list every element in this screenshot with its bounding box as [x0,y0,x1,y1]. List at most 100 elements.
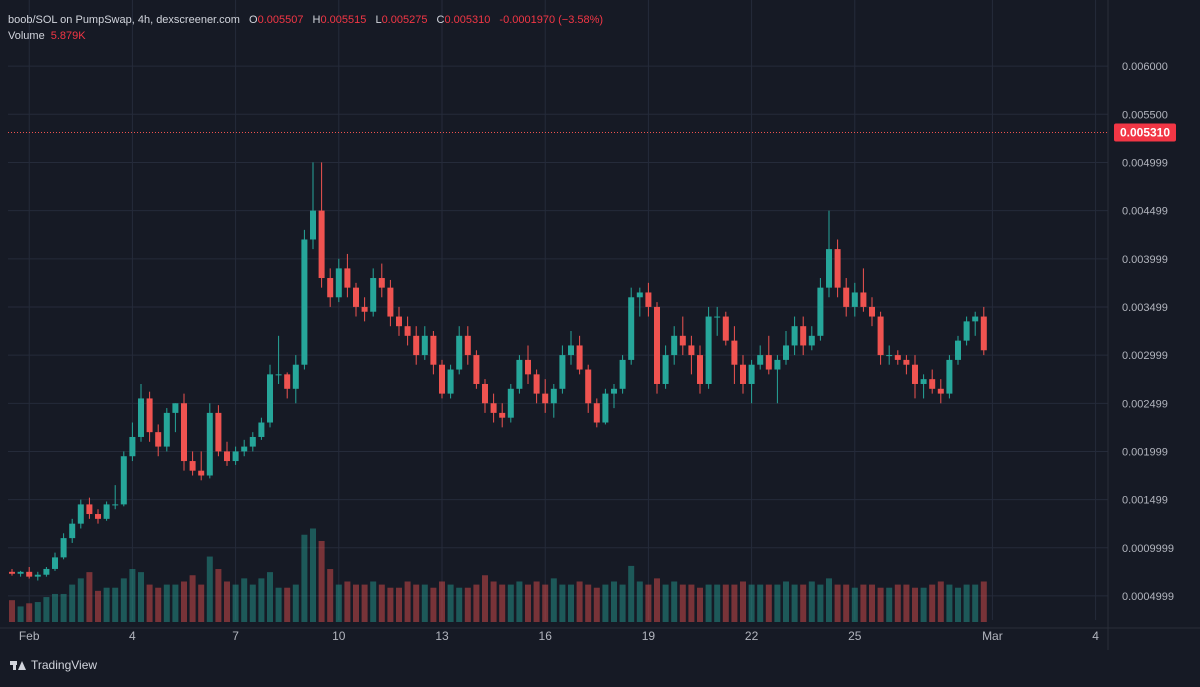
volume-bar [327,569,334,622]
candle-body [267,374,273,423]
y-tick-label: 0.003999 [1122,254,1168,266]
candle-body [525,359,531,375]
last-price-badge [1114,123,1176,142]
ohlc-row: boob/SOL on PumpSwap, 4h, dexscreener.co… [8,12,603,28]
y-tick-label: 0.003499 [1122,302,1168,314]
volume-bar [447,584,454,622]
volume-bar [645,584,652,622]
candle-body [851,292,858,307]
volume-bar [912,587,918,622]
candle-body [611,388,617,394]
candle-body [206,412,213,476]
volume-bar [52,593,58,622]
volume-bar [413,584,420,622]
candle-body [361,306,368,312]
volume-bar [671,581,678,622]
candle-body [800,326,807,346]
candle-body [155,432,162,447]
candle-body [955,340,961,360]
volume-bar [602,584,609,622]
y-tick-label: 0.005500 [1122,109,1168,121]
candle-body [705,316,712,384]
volume-bar [894,584,901,622]
y-tick-label: 0.004999 [1122,158,1168,170]
candle-body [568,345,574,356]
candle-body [533,374,540,394]
volume-bar [284,587,291,622]
candle-body [447,369,454,394]
candle-body [413,335,420,356]
x-tick-label: 10 [332,629,346,643]
candle-body [387,287,394,317]
volume-bar [353,584,359,622]
candle-body [404,326,411,336]
candle-body [903,359,910,365]
volume-bar [826,578,832,622]
volume-bar [456,587,463,622]
volume-bar [198,584,205,622]
volume-bar [215,569,222,622]
volume-bar [361,584,368,622]
candle-body [808,335,815,346]
volume-bar [576,581,583,622]
volume-bar [241,578,248,622]
volume-bar [808,581,815,622]
candle-body [946,359,953,394]
candle-body [645,292,652,307]
volume-row: Volume 5.879K [8,28,603,44]
candle-body [602,393,609,423]
volume-bar [903,584,910,622]
candle-body [869,306,875,317]
volume-bar [43,597,50,622]
volume-bar [275,587,282,622]
x-tick-label: 16 [539,629,553,643]
volume-bar [335,584,342,622]
volume-bar [559,584,566,622]
volume-bar [292,584,299,622]
volume-bar [705,584,712,622]
candle-body [241,446,248,452]
high-value: 0.005515 [320,14,367,26]
candle-body [783,345,789,360]
volume-bar [972,584,979,622]
volume-bar [774,584,781,622]
candle-body [697,355,703,384]
candle-body [103,504,110,519]
candle-body [894,355,901,360]
volume-bar [482,575,488,622]
volume-label: Volume [8,30,45,42]
candle-body [181,403,187,462]
candle-body [671,335,678,356]
volume-bar [722,584,729,622]
volume-bar [765,584,772,622]
volume-bar [679,584,686,622]
candle-body [482,383,488,404]
y-tick-label: 0.002999 [1122,350,1168,362]
volume-bar [17,606,24,622]
candle-body [860,292,867,307]
x-tick-label: Feb [19,629,40,643]
change-value: -0.0001970 (−3.58%) [499,14,604,26]
candle-body [224,451,230,462]
volume-bar [929,584,936,622]
volume-bar [662,584,669,622]
candle-body [886,355,893,357]
candle-body [86,504,93,515]
candle-body [731,340,738,365]
volume-bar [834,584,841,622]
candle-body [172,403,179,413]
candle-body [679,335,686,346]
tradingview-brand[interactable]: TradingView [10,658,97,672]
candle-body [654,306,660,384]
candle-body [52,557,58,569]
candle-body [757,355,764,365]
x-tick-label: 19 [642,629,656,643]
candle-body [378,278,385,288]
volume-bar [980,581,987,622]
volume-bar [172,584,179,622]
volume-bar [163,584,170,622]
candle-body [284,374,291,389]
candle-body [335,268,342,298]
